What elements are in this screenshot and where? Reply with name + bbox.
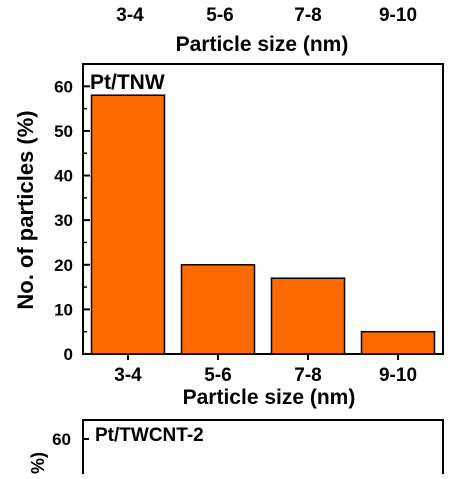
top-x-tick-label: 7-8 <box>294 5 321 26</box>
x-ticks-group: 3-4 5-6 7-8 9-10 <box>114 354 417 386</box>
panel-title: Pt/TNW <box>90 71 165 94</box>
bar-5-6 <box>180 264 256 355</box>
x-tick-label: 9-10 <box>379 365 417 386</box>
top-panel: 3-4 5-6 7-8 Particle size (nm) 9-10 <box>116 5 417 56</box>
bottom-panel: Pt/TWCNT-2 60 (%) <box>28 419 444 479</box>
y-ticks-group: 0 10 20 30 40 50 60 <box>54 77 90 364</box>
bar-7-8 <box>270 277 346 355</box>
y-tick-label: 20 <box>54 256 73 275</box>
top-x-tick-label: 5-6 <box>206 5 233 26</box>
bottom-y-axis-label-fragment: (%) <box>28 452 48 474</box>
bottom-panel-title: Pt/TWCNT-2 <box>95 425 204 446</box>
bottom-plot-frame <box>82 419 444 474</box>
top-x-tick-label: 3-4 <box>116 5 144 26</box>
main-panel: Pt/TNW No. of particles (%) Particle siz… <box>13 63 444 409</box>
bar-9-10 <box>360 330 436 355</box>
y-tick-label: 0 <box>64 345 73 364</box>
x-tick-label: 5-6 <box>204 365 231 386</box>
y-tick-label: 50 <box>54 122 73 141</box>
top-x-tick-label: 9-10 <box>379 5 417 26</box>
x-axis-label: Particle size (nm) <box>183 386 356 409</box>
y-tick-label: 60 <box>54 77 73 96</box>
y-tick-label: 40 <box>54 167 73 186</box>
top-x-axis-label: Particle size (nm) <box>176 33 349 56</box>
y-tick-label: 30 <box>54 211 73 230</box>
plot-frame <box>82 63 444 355</box>
x-tick-label: 7-8 <box>294 365 321 386</box>
bottom-y-tick-label: 60 <box>52 430 71 449</box>
y-tick-label: 10 <box>54 300 73 319</box>
bars-group <box>90 94 436 355</box>
bar-3-4 <box>90 94 166 355</box>
y-axis-label: No. of particles (%) <box>13 110 38 309</box>
x-tick-label: 3-4 <box>114 365 142 386</box>
